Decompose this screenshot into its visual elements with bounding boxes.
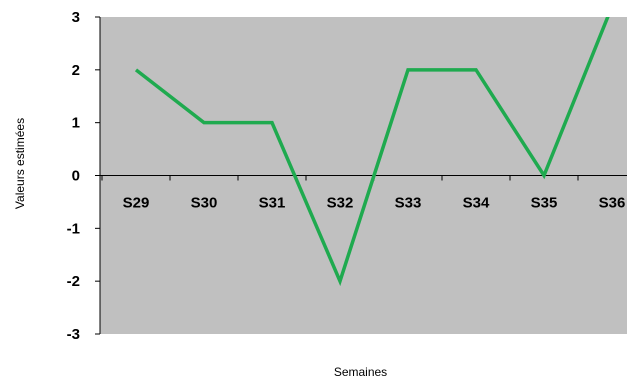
y-tick-label: -2 xyxy=(67,273,80,290)
x-tick-label: S29 xyxy=(123,195,150,212)
y-tick-label: 3 xyxy=(72,9,80,26)
y-tick-label: -3 xyxy=(67,326,80,343)
x-tick-label: S30 xyxy=(191,195,218,212)
x-tick-label: S36 xyxy=(599,195,626,212)
y-tick-label: -1 xyxy=(67,220,80,237)
y-tick-label: 1 xyxy=(72,115,80,132)
x-tick-label: S31 xyxy=(259,195,286,212)
x-axis-title: Semaines xyxy=(334,365,387,379)
y-ticks: -3 -2 -1 0 1 2 3 xyxy=(67,9,100,343)
y-tick-label: 0 xyxy=(72,168,80,185)
x-tick-label: S33 xyxy=(395,195,422,212)
x-tick-label: S32 xyxy=(327,195,354,212)
y-axis-title: Valeurs estimées xyxy=(13,118,27,209)
x-tick-label: S35 xyxy=(531,195,558,212)
x-tick-label: S34 xyxy=(463,195,490,212)
y-tick-label: 2 xyxy=(72,62,80,79)
